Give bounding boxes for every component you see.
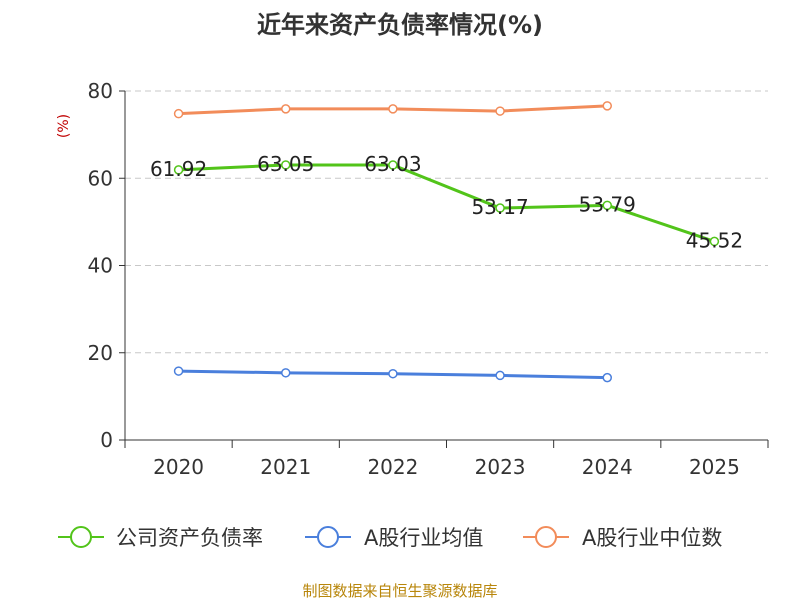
series-line-0 — [178, 163, 715, 243]
legend-label: A股行业均值 — [364, 526, 483, 550]
data-point — [173, 366, 184, 376]
data-point — [495, 106, 505, 116]
data-point — [173, 108, 184, 119]
y-tick-label: 80 — [88, 79, 113, 103]
data-point — [281, 104, 291, 114]
data-point — [602, 101, 612, 111]
data-point — [388, 104, 398, 114]
legend-swatch-marker — [317, 526, 339, 548]
y-tick-label: 60 — [88, 166, 113, 190]
data-point — [388, 368, 398, 379]
x-tick-label: 2020 — [153, 455, 204, 479]
data-label: 61.92 — [150, 157, 207, 181]
data-point — [173, 165, 184, 175]
data-point — [602, 200, 612, 211]
data-point — [388, 160, 398, 170]
data-label: 45.52 — [686, 228, 743, 252]
y-axis-label: (%) — [56, 114, 72, 138]
x-tick-label: 2021 — [260, 455, 311, 479]
legend-swatch-marker — [535, 526, 557, 548]
x-tick-label: 2022 — [367, 455, 418, 479]
source-note: 制图数据来自恒生聚源数据库 — [302, 582, 497, 600]
series-lines — [173, 101, 720, 383]
y-tick-label: 0 — [100, 428, 113, 452]
data-label: 63.03 — [364, 152, 421, 176]
data-point — [495, 203, 505, 213]
data-label: 63.05 — [257, 152, 314, 176]
axes: 0 20 40 60 80 2020 2021 2022 2023 2024 2025 — [88, 79, 769, 479]
data-point — [281, 368, 291, 378]
legend: 公司资产负债率 A股行业均值 A股行业中位数 — [58, 526, 722, 550]
data-point — [495, 370, 505, 381]
data-point — [602, 372, 612, 383]
legend-swatch-marker — [70, 526, 92, 548]
data-label: 53.17 — [471, 195, 528, 219]
data-label: 53.79 — [579, 192, 636, 216]
x-tick-label: 2024 — [582, 455, 633, 479]
grid — [125, 90, 768, 354]
data-point — [709, 236, 720, 247]
legend-label: A股行业中位数 — [582, 526, 722, 550]
x-tick-label: 2023 — [475, 455, 526, 479]
data-labels: 61.92 63.05 63.03 53.17 53.79 45.52 — [150, 152, 743, 252]
y-tick-label: 40 — [88, 254, 113, 278]
x-tick-label: 2025 — [689, 455, 740, 479]
legend-label: 公司资产负债率 — [116, 526, 263, 550]
chart-title: 近年来资产负债率情况(%) — [257, 11, 543, 39]
data-point — [281, 160, 291, 170]
y-tick-label: 20 — [88, 341, 113, 365]
